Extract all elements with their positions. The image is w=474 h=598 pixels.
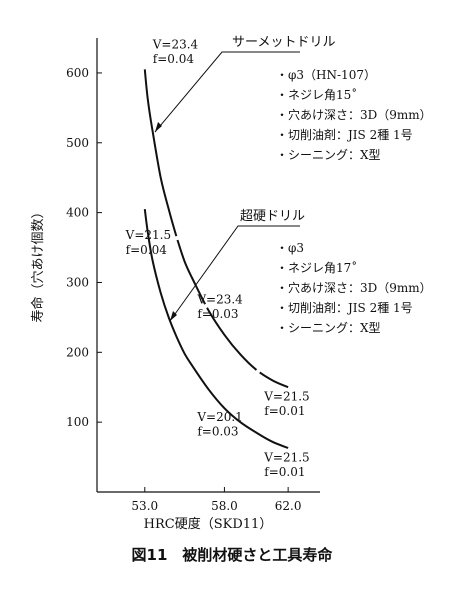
data-annotation: f=0.04 bbox=[153, 52, 195, 66]
cermet-note-4: ・切削油剤：JIS 2種 1号 bbox=[276, 127, 413, 142]
y-tick-label: 600 bbox=[66, 66, 89, 80]
cermet-note-5: ・シーニング：X型 bbox=[276, 148, 381, 162]
x-axis-title: HRC硬度（SKD11） bbox=[144, 516, 273, 532]
figure-caption: 図11 被削材硬さと工具寿命 bbox=[132, 546, 334, 564]
data-annotation: f=0.03 bbox=[197, 307, 238, 321]
data-annotation: f=0.01 bbox=[264, 404, 305, 418]
data-annotation: V=21.5 bbox=[263, 390, 309, 404]
data-annotation: V=23.4 bbox=[152, 37, 199, 51]
data-annotation: f=0.01 bbox=[264, 465, 305, 479]
carbide-callout-title: 超硬ドリル bbox=[240, 209, 305, 224]
cermet-note-2: ・ネジレ角15˚ bbox=[276, 87, 357, 102]
data-annotation: V=20.1 bbox=[196, 410, 242, 424]
carbide-note-2: ・ネジレ角17˚ bbox=[276, 260, 357, 275]
x-tick-label: 53.0 bbox=[131, 499, 158, 513]
x-tick-label: 58.0 bbox=[211, 499, 238, 513]
carbide-leader-line bbox=[169, 225, 300, 322]
callouts-layer: サーメットドリル ・φ3（HN-107） ・ネジレ角15˚ ・穴あけ深さ：3D（… bbox=[154, 35, 432, 335]
y-tick-label: 100 bbox=[66, 415, 89, 429]
cermet-leader-line bbox=[154, 51, 300, 133]
cermet-leader-arrow bbox=[155, 122, 162, 132]
cermet-note-1: ・φ3（HN-107） bbox=[276, 68, 376, 82]
y-tick-label: 300 bbox=[66, 275, 89, 289]
x-ticks: 53.0 58.0 62.0 bbox=[131, 487, 302, 513]
y-tick-label: 400 bbox=[66, 206, 89, 220]
y-tick-label: 500 bbox=[66, 136, 89, 150]
cermet-callout-title: サーメットドリル bbox=[232, 35, 335, 50]
series-layer bbox=[143, 69, 289, 449]
data-annotation: f=0.03 bbox=[197, 424, 238, 438]
y-axis-title: 寿命（穴あけ個数） bbox=[30, 205, 46, 322]
data-annotation: V=21.5 bbox=[125, 228, 171, 242]
carbide-note-4: ・切削油剤：JIS 2種 1号 bbox=[276, 300, 413, 315]
carbide-leader-arrow bbox=[170, 311, 177, 321]
carbide-note-5: ・シーニング：X型 bbox=[276, 321, 381, 335]
y-ticks: 100 200 300 400 500 600 bbox=[66, 66, 102, 429]
cermet-note-3: ・穴あけ深さ：3D（9mm） bbox=[276, 107, 432, 122]
data-annotation: V=21.5 bbox=[263, 450, 309, 464]
axes bbox=[96, 38, 320, 493]
series-line-0 bbox=[143, 69, 289, 389]
carbide-note-3: ・穴あけ深さ：3D（9mm） bbox=[276, 280, 432, 295]
annotations-layer: V=23.4f=0.04V=21.5f=0.04V=23.4f=0.03V=21… bbox=[125, 37, 310, 478]
y-tick-label: 200 bbox=[66, 345, 89, 359]
data-annotation: f=0.04 bbox=[126, 243, 168, 257]
carbide-note-1: ・φ3 bbox=[276, 241, 304, 255]
data-annotation: V=23.4 bbox=[196, 292, 243, 306]
x-tick-label: 62.0 bbox=[275, 499, 302, 513]
series-line-1 bbox=[143, 208, 289, 449]
